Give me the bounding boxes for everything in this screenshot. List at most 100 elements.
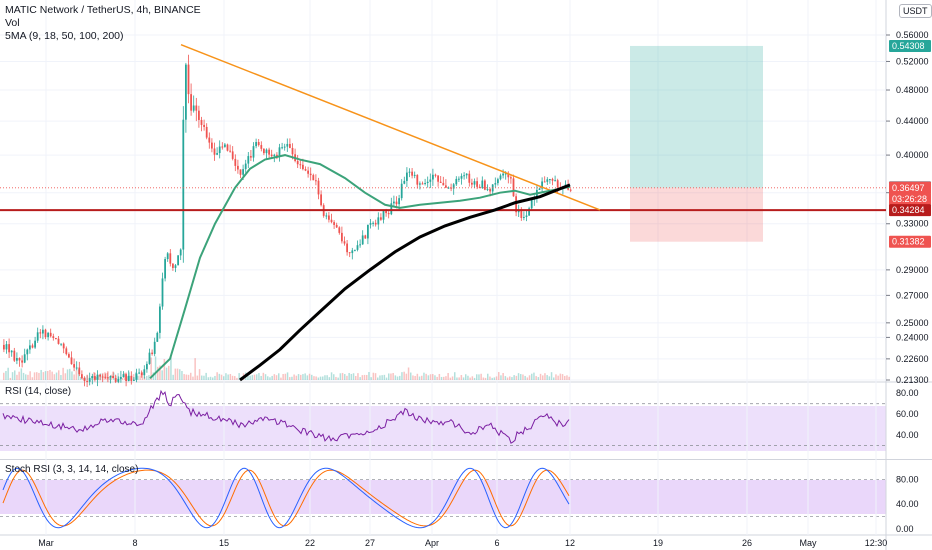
price-tick-label: 0.48000 <box>896 85 929 95</box>
candle-body <box>356 245 359 250</box>
volume-bar <box>278 373 280 380</box>
stoch-tick-label: 0.00 <box>896 524 914 534</box>
volume-bar <box>390 373 392 380</box>
candle-body <box>127 375 130 382</box>
volume-bar <box>394 375 397 380</box>
volume-bar <box>326 375 328 380</box>
volume-bar <box>368 372 370 380</box>
price-tick-label: 0.21300 <box>896 375 929 385</box>
candle-body <box>494 183 497 185</box>
time-label: Apr <box>425 538 439 548</box>
volume-bar <box>341 372 344 380</box>
volume-bar <box>414 375 416 380</box>
candle-body <box>268 149 270 155</box>
candle-body <box>335 224 338 228</box>
volume-bar <box>374 373 377 380</box>
volume-bar <box>64 373 67 380</box>
candle-body <box>408 171 411 173</box>
candle-body <box>135 373 138 380</box>
candle-body <box>299 164 302 166</box>
currency-label[interactable]: USDT <box>899 4 932 18</box>
volume-bar <box>372 372 375 380</box>
volume-bar <box>249 375 251 380</box>
volume-bar <box>108 377 111 380</box>
candle-body <box>234 158 237 166</box>
volume-bar <box>434 375 436 380</box>
candle-body <box>291 147 294 155</box>
candle-body <box>286 143 289 147</box>
volume-bar <box>14 370 16 380</box>
volume-bar <box>548 376 551 380</box>
volume-bar <box>60 375 62 380</box>
candle-body <box>140 372 143 376</box>
candle-body <box>153 341 156 354</box>
stoch-rsi-label[interactable]: Stoch RSI (3, 3, 14, 14, close) <box>5 464 139 475</box>
candle-body <box>549 179 551 181</box>
candle-body <box>452 184 455 189</box>
candle-body <box>361 235 364 245</box>
candle-body <box>75 367 78 369</box>
candle-body <box>315 180 317 182</box>
candle-body <box>424 183 426 185</box>
candle-body <box>133 379 135 381</box>
candle-body <box>445 185 447 188</box>
volume-bar <box>515 375 518 380</box>
volume-bar <box>504 376 507 380</box>
volume-bar <box>522 374 524 380</box>
candle-body <box>94 376 96 380</box>
candle-body <box>551 179 554 181</box>
volume-bar <box>172 374 174 380</box>
candle-body <box>499 175 502 180</box>
volume-bar <box>542 375 544 380</box>
volume-bar <box>282 374 284 380</box>
volume-bar <box>506 377 509 380</box>
volume-bar <box>333 374 335 380</box>
time-label: Mar <box>38 538 54 548</box>
candle-body <box>146 363 148 370</box>
volume-bar <box>33 372 36 380</box>
volume-bar <box>187 374 190 380</box>
price-tick-label: 0.29000 <box>896 265 929 275</box>
sma-label[interactable]: 5MA (9, 18, 50, 100, 200) <box>5 30 124 42</box>
volume-bar <box>361 375 364 380</box>
candle-body <box>556 180 559 188</box>
volume-bar <box>251 375 254 380</box>
volume-bar <box>47 370 49 380</box>
volume-bar <box>495 376 498 380</box>
candle-body <box>174 265 177 268</box>
volume-bar <box>185 374 188 380</box>
volume-bar <box>280 377 282 380</box>
candle-body <box>242 169 244 175</box>
volume-bar <box>328 377 331 380</box>
volume-label[interactable]: Vol <box>5 17 20 29</box>
candle-body <box>200 119 203 125</box>
volume-bar <box>150 357 152 380</box>
volume-bar <box>531 373 533 380</box>
candle-body <box>393 201 395 204</box>
candle-body <box>122 374 125 378</box>
volume-bar <box>412 375 414 380</box>
stop-zone <box>630 187 763 242</box>
volume-bar <box>313 376 315 380</box>
volume-bar <box>319 376 322 380</box>
candle-body <box>250 156 252 158</box>
volume-bar <box>478 374 480 380</box>
symbol-title[interactable]: MATIC Network / TetherUS, 4h, BINANCE <box>5 4 201 16</box>
candle-body <box>354 249 356 251</box>
candle-body <box>60 343 62 345</box>
rsi-line <box>2 389 570 444</box>
chart-legend: MATIC Network / TetherUS, 4h, BINANCE Vo… <box>5 4 201 43</box>
volume-bar <box>306 375 309 380</box>
volume-bar <box>526 377 529 380</box>
volume-bar <box>454 372 456 380</box>
volume-bar <box>214 375 216 380</box>
volume-bar <box>449 377 452 380</box>
volume-bar <box>121 377 124 380</box>
candle-body <box>226 144 229 151</box>
volume-bar <box>407 367 410 380</box>
rsi-label[interactable]: RSI (14, close) <box>5 386 72 397</box>
candle-body <box>364 235 367 239</box>
candle-body <box>239 169 242 175</box>
